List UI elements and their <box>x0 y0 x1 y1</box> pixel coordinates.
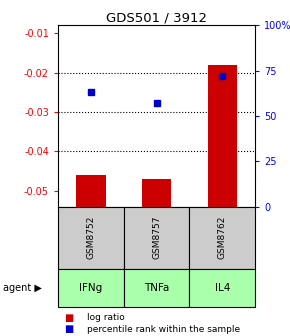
Text: GSM8762: GSM8762 <box>218 216 227 259</box>
Bar <box>58 207 124 269</box>
Text: agent ▶: agent ▶ <box>3 283 42 293</box>
Bar <box>124 207 189 269</box>
Text: percentile rank within the sample: percentile rank within the sample <box>87 325 240 334</box>
Bar <box>76 175 106 207</box>
Bar <box>189 269 255 307</box>
Text: GSM8757: GSM8757 <box>152 216 161 259</box>
Text: IFNg: IFNg <box>79 283 102 293</box>
Text: ■: ■ <box>64 324 73 334</box>
Text: GDS501 / 3912: GDS501 / 3912 <box>106 12 207 25</box>
Text: GSM8752: GSM8752 <box>86 216 95 259</box>
Text: TNFa: TNFa <box>144 283 169 293</box>
Bar <box>58 269 124 307</box>
Text: log ratio: log ratio <box>87 313 125 322</box>
Bar <box>142 179 171 207</box>
Bar <box>189 207 255 269</box>
Bar <box>208 65 237 207</box>
Bar <box>124 269 189 307</box>
Text: ■: ■ <box>64 312 73 323</box>
Text: IL4: IL4 <box>215 283 230 293</box>
